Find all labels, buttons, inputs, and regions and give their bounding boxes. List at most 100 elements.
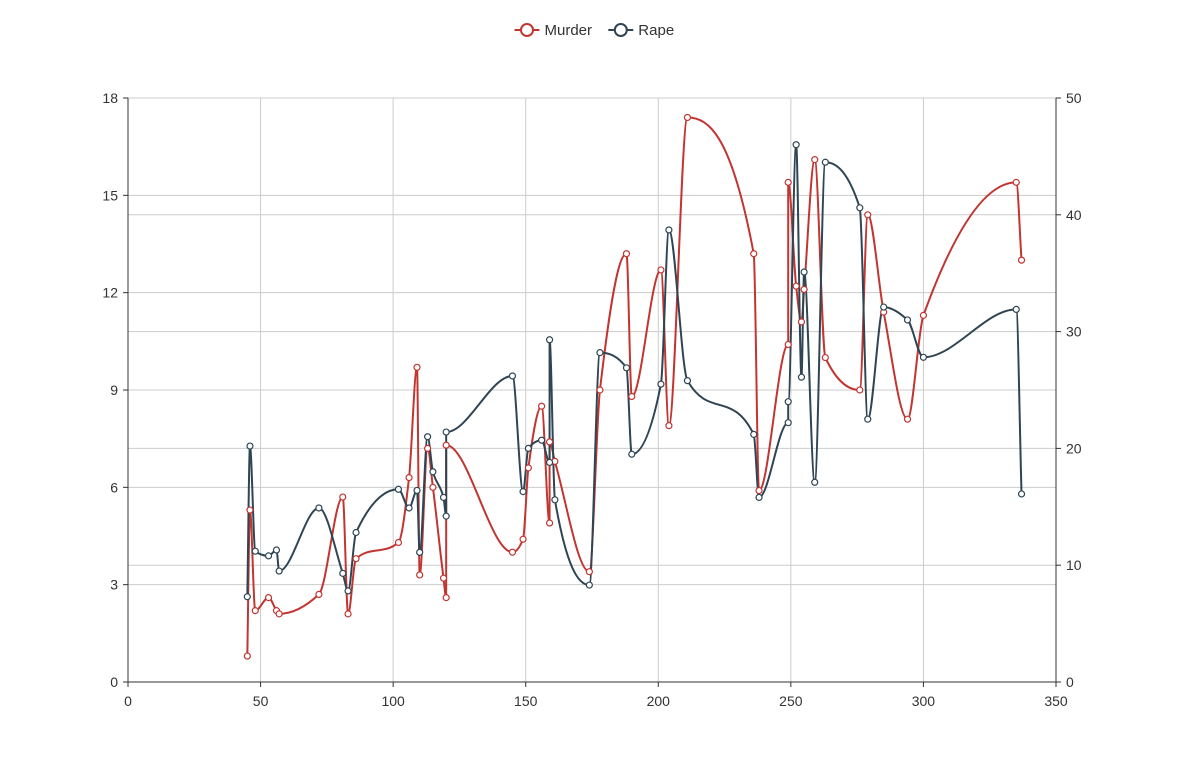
data-point-murder[interactable] (394, 538, 403, 547)
data-point-murder[interactable] (508, 548, 517, 556)
data-point-rape[interactable] (1012, 305, 1020, 314)
data-point-murder[interactable] (750, 250, 758, 258)
data-point-murder[interactable] (429, 483, 437, 491)
data-point-rape[interactable] (545, 336, 554, 344)
data-point-murder[interactable] (903, 415, 912, 423)
data-point-rape[interactable] (416, 548, 424, 556)
data-point-murder[interactable] (545, 438, 554, 446)
data-point-murder[interactable] (657, 266, 665, 274)
data-point-rape[interactable] (405, 504, 413, 512)
data-point-rape[interactable] (903, 316, 912, 324)
data-point-rape[interactable] (315, 504, 323, 512)
data-point-murder[interactable] (243, 652, 251, 660)
data-point-rape[interactable] (545, 458, 554, 467)
data-point-rape[interactable] (394, 485, 403, 493)
data-point-murder[interactable] (821, 353, 829, 362)
data-point-murder[interactable] (524, 464, 532, 472)
legend[interactable]: Murder Rape (514, 22, 675, 39)
data-point-murder[interactable] (442, 594, 450, 602)
data-point-murder[interactable] (275, 610, 283, 618)
data-point-rape[interactable] (792, 141, 800, 149)
data-point-murder[interactable] (264, 594, 273, 602)
data-point-murder[interactable] (538, 402, 546, 410)
data-point-rape[interactable] (665, 226, 673, 234)
data-point-rape[interactable] (880, 303, 888, 311)
data-point-rape[interactable] (439, 493, 448, 502)
data-point-murder[interactable] (784, 340, 792, 349)
data-point-rape[interactable] (755, 493, 763, 502)
data-point-rape[interactable] (750, 430, 758, 438)
data-point-rape[interactable] (442, 512, 450, 520)
data-point-murder[interactable] (424, 444, 432, 452)
data-point-rape[interactable] (811, 478, 819, 486)
data-point-rape[interactable] (622, 364, 631, 372)
data-point-rape[interactable] (424, 433, 432, 441)
data-point-rape[interactable] (821, 158, 829, 166)
data-point-murder[interactable] (665, 422, 673, 430)
data-point-rape[interactable] (275, 567, 283, 575)
data-point-murder[interactable] (344, 610, 352, 618)
data-point-murder[interactable] (439, 574, 448, 582)
data-point-rape[interactable] (864, 415, 872, 423)
data-point-murder[interactable] (519, 535, 527, 543)
data-point-rape[interactable] (413, 486, 421, 495)
data-point-rape[interactable] (585, 581, 593, 589)
data-point-murder[interactable] (856, 386, 864, 394)
data-point-rape[interactable] (800, 268, 808, 276)
data-point-murder[interactable] (864, 211, 872, 219)
data-point-murder[interactable] (545, 519, 554, 527)
legend-item-murder[interactable]: Murder (514, 22, 593, 39)
data-point-murder[interactable] (405, 474, 413, 482)
data-point-murder[interactable] (919, 311, 928, 319)
data-point-murder[interactable] (315, 590, 323, 599)
data-point-rape[interactable] (657, 380, 665, 388)
data-point-rape[interactable] (508, 372, 517, 380)
legend-item-rape[interactable]: Rape (608, 22, 674, 39)
data-point-murder[interactable] (442, 441, 450, 449)
data-point-rape[interactable] (243, 593, 251, 601)
data-point-rape[interactable] (339, 569, 347, 577)
data-point-rape[interactable] (251, 547, 259, 555)
data-point-murder[interactable] (1017, 256, 1026, 264)
data-point-murder[interactable] (628, 392, 636, 401)
data-point-murder[interactable] (784, 178, 792, 186)
data-point-rape[interactable] (344, 587, 352, 595)
data-point-murder[interactable] (585, 568, 593, 576)
data-point-rape[interactable] (429, 468, 437, 476)
data-point-rape[interactable] (264, 552, 273, 560)
data-point-rape[interactable] (442, 428, 450, 436)
data-point-rape[interactable] (272, 546, 281, 554)
data-point-murder[interactable] (792, 282, 800, 290)
data-point-rape[interactable] (784, 398, 792, 406)
data-point-rape[interactable] (551, 496, 559, 504)
data-point-rape[interactable] (524, 444, 532, 452)
data-point-rape[interactable] (519, 488, 527, 496)
data-point-murder[interactable] (413, 363, 421, 371)
data-point-rape[interactable] (919, 353, 928, 361)
data-point-rape[interactable] (1017, 490, 1026, 498)
data-point-murder[interactable] (622, 250, 631, 258)
data-point-murder[interactable] (246, 506, 254, 514)
data-point-rape[interactable] (352, 528, 360, 537)
data-point-murder[interactable] (800, 285, 808, 294)
data-point-murder[interactable] (683, 113, 692, 122)
data-point-murder[interactable] (811, 156, 819, 164)
data-point-rape[interactable] (784, 419, 792, 427)
data-point-rape[interactable] (596, 349, 604, 357)
x-tick-label: 200 (647, 693, 671, 709)
data-point-murder[interactable] (1012, 178, 1020, 186)
data-point-murder[interactable] (352, 555, 360, 563)
data-point-murder[interactable] (339, 493, 347, 501)
data-point-murder[interactable] (797, 318, 806, 326)
data-point-murder[interactable] (251, 607, 259, 615)
data-point-rape[interactable] (538, 436, 546, 444)
data-point-rape[interactable] (683, 377, 692, 385)
series-lines (246, 116, 1023, 657)
data-point-murder[interactable] (416, 571, 424, 579)
data-point-rape[interactable] (797, 373, 806, 381)
data-point-rape[interactable] (628, 450, 636, 458)
data-point-murder[interactable] (755, 486, 763, 495)
data-point-rape[interactable] (856, 204, 864, 212)
data-point-murder[interactable] (596, 386, 604, 394)
data-point-rape[interactable] (246, 442, 254, 450)
